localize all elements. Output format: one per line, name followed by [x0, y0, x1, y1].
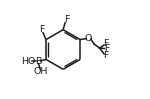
Text: F: F [103, 51, 108, 60]
Text: HO: HO [21, 57, 36, 66]
Text: F: F [103, 39, 108, 48]
Text: B: B [35, 57, 41, 66]
Text: OH: OH [33, 67, 48, 76]
Text: F: F [64, 15, 70, 24]
Text: F: F [104, 44, 109, 53]
Text: O: O [85, 34, 92, 43]
Text: F: F [39, 25, 45, 34]
